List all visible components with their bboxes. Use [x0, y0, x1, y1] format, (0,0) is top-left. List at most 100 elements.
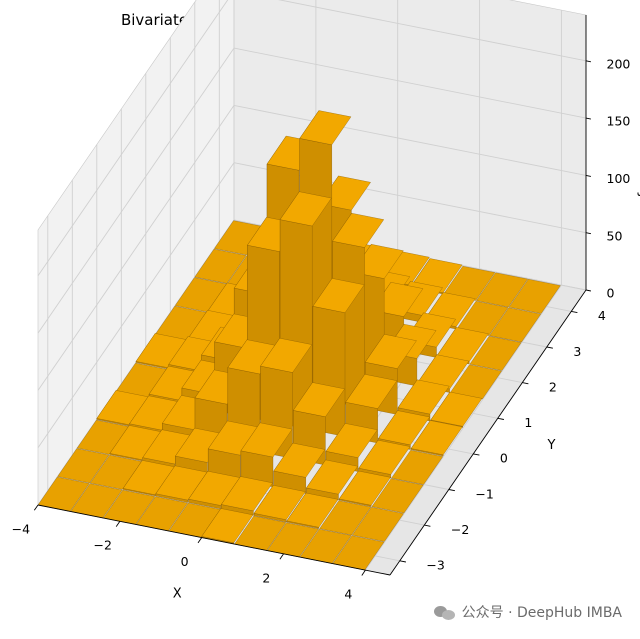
z-tick-mark [585, 117, 591, 120]
bar-top-face [194, 248, 247, 284]
histogram-bar [207, 420, 260, 481]
watermark: 公众号 · DeepHub IMBA [433, 602, 622, 622]
histogram-bar [96, 389, 149, 427]
z-tick-label: 200 [607, 56, 631, 71]
bar-top-face [306, 459, 358, 495]
bar-top-face [410, 420, 463, 455]
y-tick-mark [473, 453, 480, 456]
histogram-bar [358, 439, 411, 479]
y-tick-label: 4 [598, 308, 606, 323]
bar-top-face [273, 442, 326, 478]
histogram-bar [371, 478, 424, 514]
histogram-bar [253, 484, 306, 523]
x-tick-mark [115, 521, 121, 527]
y-tick-mark [424, 524, 431, 527]
x-tick-mark [197, 537, 203, 544]
histogram-bar [194, 248, 247, 284]
x-tick-label: 0 [181, 554, 189, 569]
histogram-bar [188, 470, 241, 510]
histogram-bar [410, 420, 463, 457]
bar-top-face [476, 272, 528, 308]
bar-top-face [325, 423, 378, 458]
histogram-bar [221, 476, 273, 516]
bar-top-face [391, 450, 444, 485]
histogram-bar [57, 448, 110, 484]
histogram-bar [155, 465, 208, 503]
histogram-bar [260, 337, 313, 459]
bar-top-face [352, 507, 404, 542]
z-tick-mark [585, 174, 591, 177]
y-tick-label: 3 [573, 344, 581, 359]
bar-top-face [312, 278, 365, 313]
histogram-bar [489, 307, 542, 343]
grid-line-z [37, 47, 235, 334]
x-tick-mark [279, 553, 284, 560]
bar-top-face [371, 282, 424, 317]
bar-top-face [240, 422, 293, 458]
bar-top-face [364, 334, 417, 369]
x-tick-mark [33, 504, 39, 511]
y-tick-mark [497, 417, 504, 420]
x-tick-label: −4 [12, 521, 30, 536]
y-tick-label: −1 [475, 486, 493, 501]
bar-top-face [319, 500, 372, 536]
histogram-bar [201, 508, 254, 545]
z-tick-mark [585, 232, 591, 235]
y-tick-label: −3 [426, 558, 444, 573]
histogram-bar [122, 459, 175, 497]
y-tick-mark [546, 346, 553, 349]
bar-top-face [371, 478, 424, 514]
wechat-icon [433, 604, 456, 620]
bar-top-face [293, 382, 345, 417]
bar-top-face [345, 374, 398, 409]
bar-top-face [338, 470, 391, 506]
bar-top-face [253, 485, 306, 520]
z-tick-label: 100 [607, 171, 631, 186]
y-tick-label: 1 [524, 415, 532, 430]
histogram-bar [476, 272, 528, 308]
histogram-bar [469, 336, 522, 371]
x-axis-label: X [173, 586, 182, 601]
bar-top-face [201, 508, 254, 543]
bar-top-face [430, 391, 483, 427]
bar-top-face [221, 476, 273, 512]
bar-top-face [279, 191, 332, 227]
x-tick-mark [361, 569, 366, 576]
grid-line-x [365, 284, 562, 571]
x-tick-label: 2 [262, 570, 270, 585]
bar-top-face [358, 440, 411, 475]
y-tick-label: −2 [451, 522, 469, 537]
bar-top-face [319, 175, 371, 211]
histogram-bar [391, 450, 444, 485]
y-axis-label: Y [546, 438, 555, 453]
histogram-bar [240, 422, 293, 488]
histogram-bar [352, 507, 404, 542]
z-tick-mark [585, 60, 591, 63]
bars [37, 110, 561, 571]
histogram-bar [142, 429, 195, 468]
y-tick-mark [571, 310, 578, 314]
histogram-bar [338, 470, 391, 507]
y-tick-mark [448, 489, 455, 492]
bar-top-face [332, 213, 385, 248]
bar-top-face [286, 492, 339, 528]
bar-top-face [57, 448, 110, 484]
bar-top-face [299, 110, 352, 145]
y-tick-mark [522, 382, 529, 385]
z-tick-label: 150 [607, 114, 631, 129]
z-tick-label: 50 [607, 228, 623, 243]
histogram-bar [508, 279, 561, 314]
bar-top-face [260, 338, 313, 373]
y-tick-label: 0 [500, 451, 508, 466]
y-tick-mark [399, 560, 406, 563]
grid-line-z [37, 162, 235, 448]
y-axis-line [389, 289, 587, 576]
z-tick-mark [585, 289, 591, 292]
x-axis-line [37, 504, 391, 576]
histogram-bar [135, 332, 188, 370]
grid-line-z [37, 105, 235, 391]
bar-top-face [351, 244, 404, 279]
grid-line-z [37, 0, 229, 277]
